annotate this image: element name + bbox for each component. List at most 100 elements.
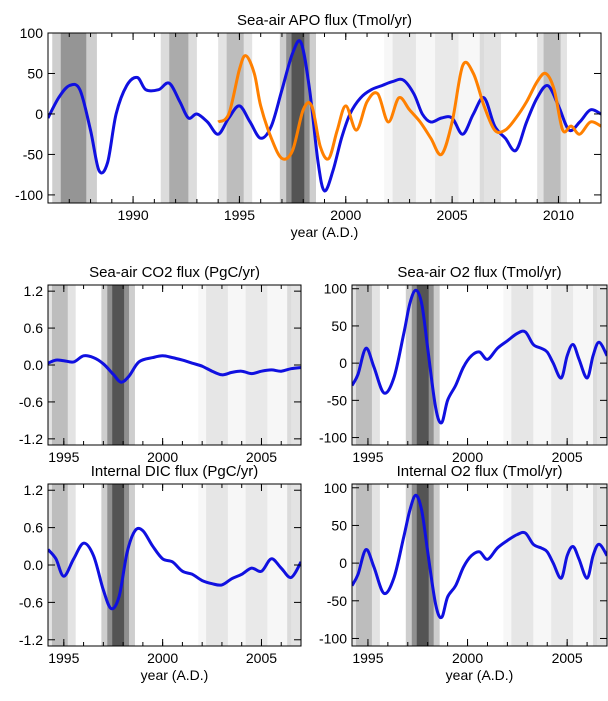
y-tick-label: -50 (327, 593, 347, 609)
shade-band (286, 33, 310, 203)
shade-band (52, 33, 97, 203)
x-tick-label: 1995 (48, 650, 79, 666)
x-tick-label: 2005 (246, 650, 277, 666)
y-tick-label: -50 (327, 392, 347, 408)
x-axis-label: year (A.D.) (291, 224, 359, 240)
chart-co2: 1995 2000 2005 -1.2 -0.6 0.0 0.6 1.2 Sea-air CO2… (19, 264, 302, 465)
shade-band (416, 484, 429, 646)
plot-frame (351, 483, 608, 647)
plot-frame (351, 284, 608, 446)
shade-band (107, 484, 130, 646)
series-line-apo-1 (217, 54, 601, 161)
x-tick-label: 1995 (48, 449, 79, 465)
x-axis-label: year (A.D.) (446, 667, 514, 683)
shading-bands (52, 33, 567, 203)
series-line-apo-0 (48, 39, 601, 193)
x-tick-label: 1995 (352, 449, 383, 465)
chart-title: Sea-air O2 flux (Tmol/yr) (397, 264, 561, 281)
chart-title: Sea-air CO2 flux (PgC/yr) (89, 264, 260, 281)
shade-band (169, 33, 189, 203)
shade-band (511, 285, 534, 445)
x-tick-label: 2005 (552, 650, 583, 666)
shade-band (279, 33, 316, 203)
shade-band (416, 285, 429, 445)
x-tick-label: 2005 (552, 449, 583, 465)
x-axis-label: year (A.D.) (141, 667, 209, 683)
y-tick-label: 100 (20, 25, 44, 41)
chart-o2: 1995 2000 2005 -100 -50 0 50 100 Sea-air O2 flux… (319, 264, 608, 465)
y-tick-label: -1.2 (19, 632, 43, 648)
y-tick-label: 100 (324, 281, 348, 297)
y-tick-label: -1.2 (19, 431, 43, 447)
shade-band (352, 484, 380, 646)
y-tick-label: 50 (331, 517, 347, 533)
shade-band (551, 484, 574, 646)
x-tick-label: 2000 (330, 207, 361, 223)
series-line-o2int-0 (352, 493, 607, 620)
shade-band (511, 484, 534, 646)
y-tick-label: 0.6 (24, 320, 44, 336)
y-tick-label: 100 (324, 480, 348, 496)
series-line-dic-0 (48, 526, 301, 611)
chart-dic: 1995 2000 2005 -1.2 -0.6 0.0 0.6 1.2 Internal DI… (19, 463, 302, 683)
shade-band (245, 484, 268, 646)
y-tick-label: 1.2 (24, 283, 44, 299)
shade-band (291, 33, 305, 203)
shade-band (60, 33, 87, 203)
shade-band (593, 484, 607, 646)
y-tick-label: 0.0 (24, 357, 44, 373)
y-tick-label: -0.6 (19, 394, 43, 410)
chart-o2int: 1995 2000 2005 -100 -50 0 50 100 Internal O2 flu… (319, 463, 608, 683)
x-tick-label: 2000 (452, 449, 483, 465)
plot-frame (47, 32, 602, 204)
shade-band (206, 285, 228, 445)
y-tick-label: 50 (331, 318, 347, 334)
y-tick-label: -100 (319, 630, 347, 646)
x-tick-label: 1990 (117, 207, 148, 223)
y-tick-label: -100 (15, 187, 43, 203)
shade-band (101, 285, 135, 445)
chart-title: Sea-air APO flux (Tmol/yr) (237, 12, 412, 29)
shade-band (112, 484, 125, 646)
y-tick-label: -50 (23, 146, 43, 162)
shade-band (101, 484, 135, 646)
series-line-co2-0 (48, 354, 301, 384)
x-tick-label: 2000 (147, 650, 178, 666)
x-tick-label: 2000 (452, 650, 483, 666)
shade-band (355, 285, 372, 445)
shade-band (411, 484, 434, 646)
shade-band (107, 285, 130, 445)
x-tick-label: 2005 (437, 207, 468, 223)
shade-band (206, 484, 228, 646)
x-tick-label: 2000 (147, 449, 178, 465)
y-tick-label: 0 (339, 355, 347, 371)
shading-bands (48, 285, 301, 445)
x-tick-label: 1995 (224, 207, 255, 223)
x-tick-label: 2005 (246, 449, 277, 465)
shade-band (355, 484, 372, 646)
y-tick-label: 0 (339, 555, 347, 571)
shade-band (51, 285, 68, 445)
shade-band (411, 285, 434, 445)
y-tick-label: -100 (319, 430, 347, 446)
shading-bands (352, 484, 607, 646)
y-tick-label: 0.6 (24, 520, 44, 536)
shade-band (112, 285, 125, 445)
y-tick-label: 50 (27, 65, 43, 81)
shade-band (551, 285, 574, 445)
series-line-o2-0 (352, 288, 607, 425)
shade-band (245, 285, 268, 445)
shading-bands (352, 285, 607, 445)
y-tick-label: 0 (35, 106, 43, 122)
shade-band (593, 285, 607, 445)
x-tick-label: 2010 (543, 207, 574, 223)
y-tick-label: 1.2 (24, 482, 44, 498)
y-tick-label: -0.6 (19, 594, 43, 610)
chart-title: Internal DIC flux (PgC/yr) (91, 463, 259, 480)
chart-apo: 1990 1995 2000 2005 2010 -100 -50 0 50 100 Sea-air… (15, 12, 602, 240)
y-tick-label: 0.0 (24, 557, 44, 573)
chart-title: Internal O2 flux (Tmol/yr) (397, 463, 563, 480)
shade-band (543, 33, 561, 203)
